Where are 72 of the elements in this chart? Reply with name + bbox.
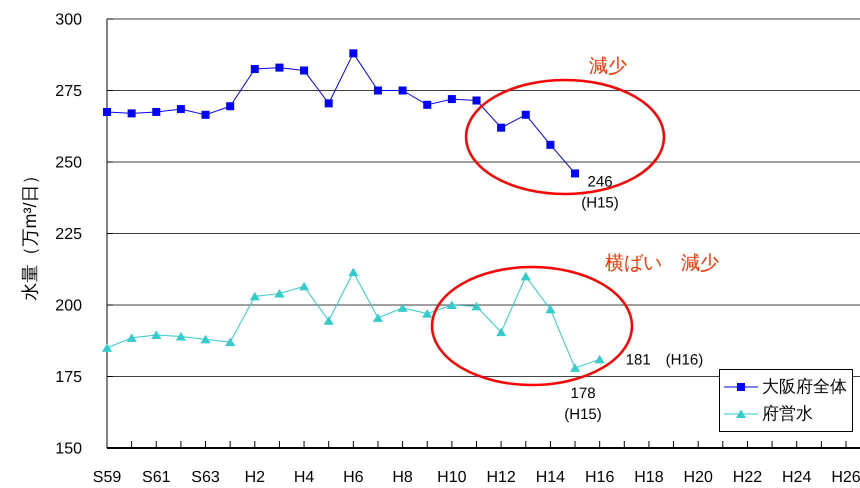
x-tick-label: H22 bbox=[732, 469, 762, 486]
point bbox=[225, 338, 236, 346]
point bbox=[299, 282, 310, 290]
point bbox=[152, 108, 160, 116]
point bbox=[496, 328, 506, 336]
x-tick-label: H14 bbox=[536, 469, 566, 486]
point bbox=[250, 65, 259, 74]
y-tick-label: 225 bbox=[55, 226, 82, 244]
x-tick-label: H12 bbox=[486, 469, 516, 486]
x-tick-label: H8 bbox=[392, 469, 413, 486]
data-label: 181 (H16) bbox=[626, 351, 704, 368]
point bbox=[570, 363, 580, 372]
point bbox=[128, 109, 136, 118]
x-tick-label: H6 bbox=[343, 469, 364, 486]
point bbox=[472, 302, 482, 310]
y-tick-label: 275 bbox=[55, 83, 82, 100]
x-tick-label: H26 bbox=[831, 469, 860, 486]
y-tick-label: 200 bbox=[55, 298, 82, 315]
point bbox=[571, 169, 580, 178]
point bbox=[202, 110, 210, 119]
x-tick-label: H10 bbox=[437, 469, 467, 486]
point bbox=[398, 86, 407, 94]
point bbox=[348, 268, 358, 276]
x-tick-label: S63 bbox=[191, 469, 220, 486]
point bbox=[522, 110, 530, 119]
point bbox=[176, 332, 186, 340]
legend-label: 府営水 bbox=[762, 404, 813, 424]
x-tick-label: S61 bbox=[142, 469, 171, 486]
annotation: 横ばい 減少 bbox=[605, 253, 719, 274]
point bbox=[349, 49, 358, 58]
point bbox=[448, 95, 456, 104]
x-tick-label: H24 bbox=[782, 469, 812, 486]
legend-label: 大阪府全体 bbox=[762, 376, 847, 397]
point bbox=[422, 309, 432, 318]
point bbox=[274, 289, 284, 298]
point bbox=[520, 272, 531, 280]
point bbox=[250, 292, 260, 300]
point bbox=[546, 140, 554, 149]
point bbox=[398, 303, 408, 312]
x-tick-label: H20 bbox=[684, 469, 713, 486]
x-tick-label: S59 bbox=[92, 469, 122, 486]
x-tick-label: H2 bbox=[244, 469, 266, 486]
y-axis-title: 水量（万m³/日） bbox=[20, 166, 40, 300]
point bbox=[200, 334, 211, 344]
point bbox=[300, 66, 308, 74]
point bbox=[372, 313, 383, 322]
point bbox=[324, 99, 333, 108]
data-label: 178 (H15) bbox=[564, 384, 602, 423]
y-tick-label: 175 bbox=[55, 369, 82, 386]
y-tick-label: 250 bbox=[55, 154, 82, 172]
data-label: 246 (H15) bbox=[581, 173, 619, 212]
x-tick-label: H16 bbox=[584, 469, 614, 486]
y-tick-label: 150 bbox=[55, 440, 82, 458]
x-tick-label: H18 bbox=[634, 469, 664, 486]
x-tick-label: H4 bbox=[294, 469, 314, 486]
point bbox=[275, 64, 284, 72]
point bbox=[176, 105, 185, 114]
point bbox=[103, 108, 111, 116]
point bbox=[374, 86, 382, 94]
point bbox=[324, 316, 334, 325]
point bbox=[151, 330, 162, 340]
point bbox=[102, 343, 112, 352]
point bbox=[423, 100, 432, 109]
point bbox=[594, 354, 605, 364]
point bbox=[545, 304, 556, 314]
y-tick-label: 300 bbox=[55, 12, 82, 29]
annotation: 減少 bbox=[589, 56, 627, 77]
point bbox=[472, 96, 480, 105]
point bbox=[497, 124, 506, 132]
point bbox=[446, 300, 457, 309]
point bbox=[226, 102, 234, 110]
point bbox=[126, 333, 137, 342]
